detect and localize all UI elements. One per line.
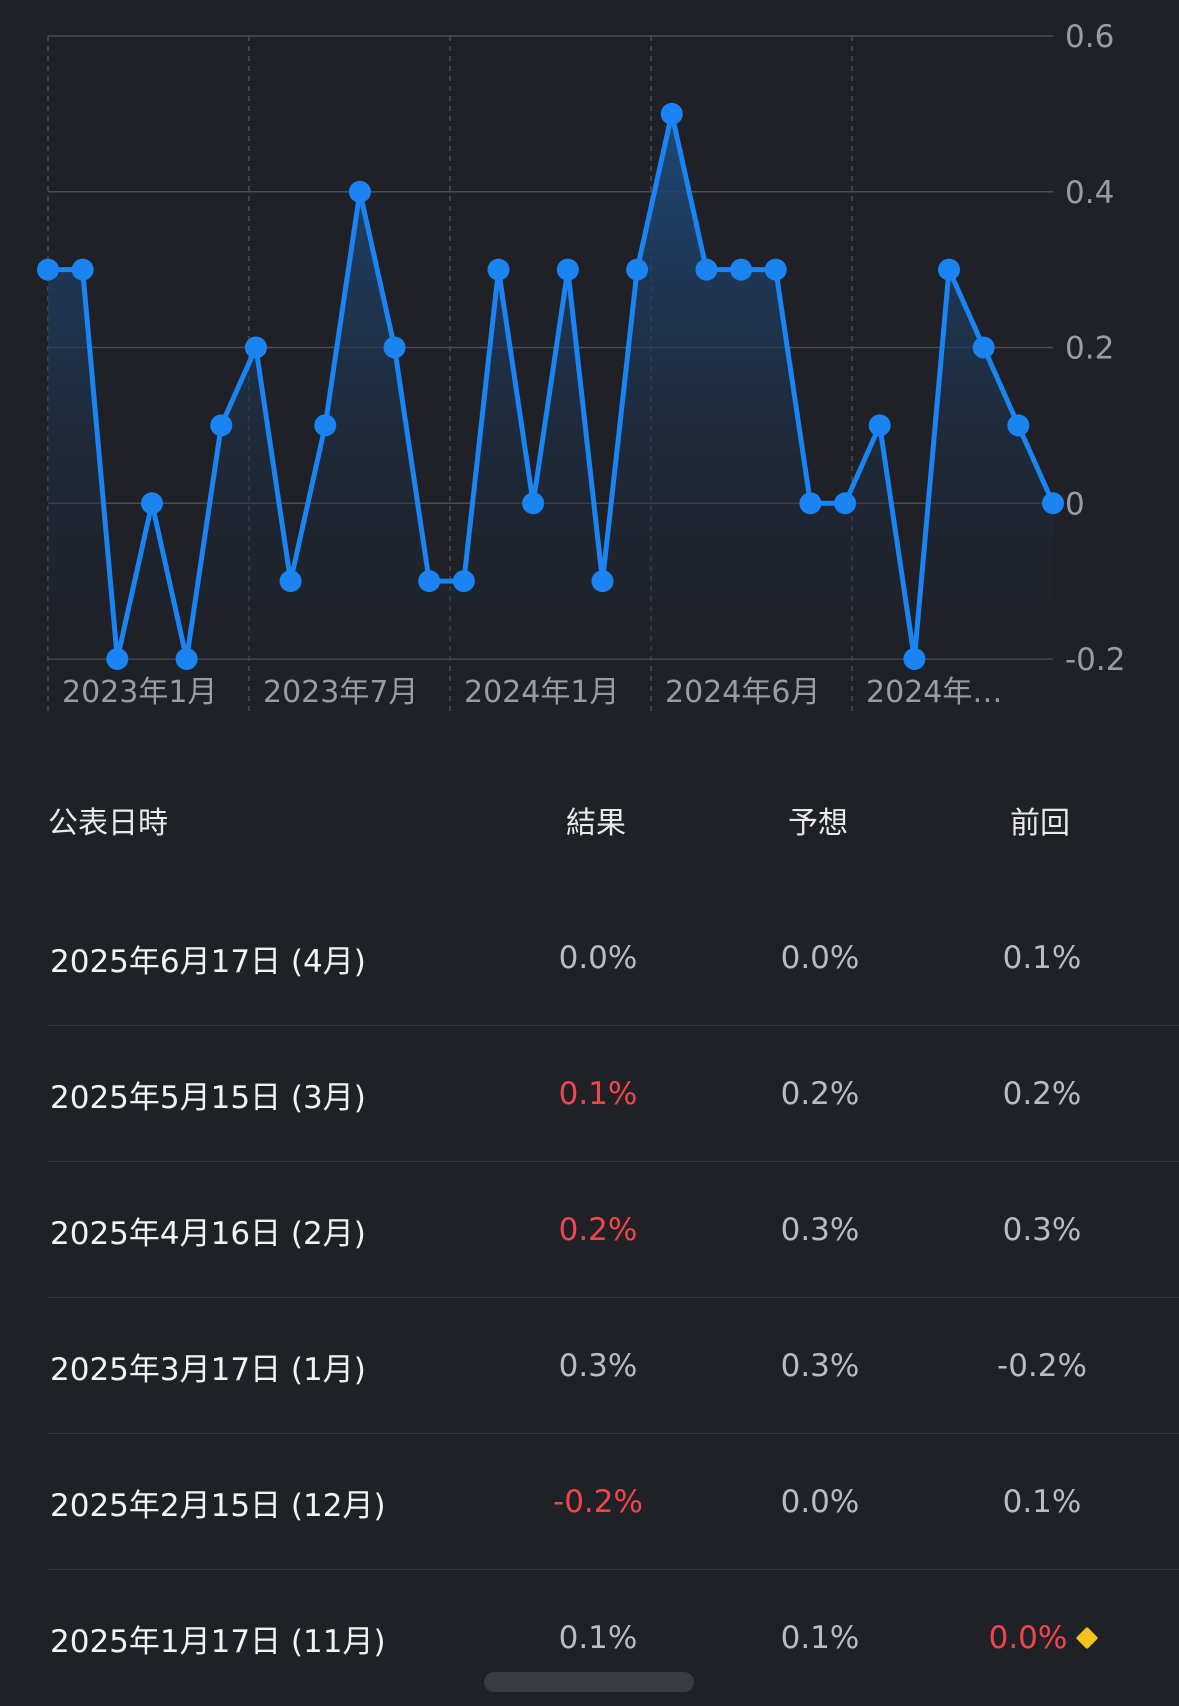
chart-point — [383, 336, 406, 359]
home-indicator[interactable] — [484, 1672, 694, 1692]
row-forecast: 0.0% — [780, 940, 860, 976]
table-row[interactable]: 2025年6月17日 (4月) 0.0% 0.0% 0.1% — [48, 890, 1179, 1026]
chart-points — [37, 102, 1064, 670]
chart-point — [175, 648, 198, 670]
row-result: -0.2% — [553, 1484, 643, 1520]
row-forecast: 0.2% — [780, 1076, 860, 1112]
x-axis-ticks: 2023年1月 2023年7月 2024年1月 2024年6月 2024年… — [62, 675, 1002, 710]
table-row[interactable]: 2025年4月16日 (2月) 0.2% 0.3% 0.3% — [48, 1162, 1179, 1298]
x-tick-label: 2024年1月 — [464, 675, 619, 710]
row-previous-cell: 0.0% — [932, 1570, 1152, 1706]
chart-point — [244, 336, 267, 359]
header-forecast: 予想 — [788, 806, 848, 841]
chart-point — [626, 258, 649, 281]
table-row[interactable]: 2025年2月15日 (12月) -0.2% 0.0% 0.1% — [48, 1434, 1179, 1570]
row-forecast: 0.3% — [780, 1348, 860, 1384]
header-result: 結果 — [566, 806, 626, 841]
y-tick-label: 0.4 — [1065, 175, 1114, 211]
y-tick-label: 0 — [1065, 486, 1085, 522]
y-tick-label: 0.2 — [1065, 331, 1114, 367]
chart-point — [140, 492, 163, 515]
row-divider — [48, 1297, 1179, 1298]
x-tick-label: 2024年… — [866, 675, 1002, 710]
row-result: 0.3% — [558, 1348, 638, 1384]
row-previous: 0.0% — [988, 1620, 1068, 1656]
row-date: 2025年4月16日 (2月) — [50, 1215, 366, 1252]
chart-point — [834, 492, 857, 515]
chart-point — [868, 414, 891, 437]
chart-point — [522, 492, 545, 515]
table-row[interactable]: 2025年3月17日 (1月) 0.3% 0.3% -0.2% — [48, 1298, 1179, 1434]
row-previous: 0.1% — [1002, 1484, 1082, 1520]
chart-point — [591, 570, 614, 593]
row-divider — [48, 1161, 1179, 1162]
chart-series-line — [48, 111, 1056, 662]
chart-point — [418, 570, 441, 593]
row-divider — [48, 1569, 1179, 1570]
row-result: 0.0% — [558, 940, 638, 976]
chart-point — [799, 492, 822, 515]
chart-point — [71, 258, 94, 281]
row-previous: 0.2% — [1002, 1076, 1082, 1112]
chart-point — [556, 258, 579, 281]
row-forecast: 0.0% — [780, 1484, 860, 1520]
chart-point — [903, 648, 926, 670]
chart-point — [1042, 492, 1064, 515]
row-date: 2025年1月17日 (11月) — [50, 1623, 386, 1660]
chart-point — [972, 336, 995, 359]
chart-point — [764, 258, 787, 281]
row-result: 0.2% — [558, 1212, 638, 1248]
row-date: 2025年5月15日 (3月) — [50, 1079, 366, 1116]
chart-point — [660, 102, 683, 125]
chart-point — [487, 258, 510, 281]
row-forecast: 0.3% — [780, 1212, 860, 1248]
y-tick-label: -0.2 — [1065, 642, 1126, 678]
chart-point — [348, 180, 371, 203]
y-axis-ticks: 0.6 0.4 0.2 0 -0.2 — [1065, 19, 1126, 678]
row-date: 2025年3月17日 (1月) — [50, 1351, 366, 1388]
row-previous: -0.2% — [997, 1348, 1087, 1384]
chart-point — [210, 414, 233, 437]
header-date: 公表日時 — [48, 806, 168, 841]
row-date: 2025年6月17日 (4月) — [50, 943, 366, 980]
chart-point — [37, 258, 59, 281]
chart-point — [106, 648, 129, 670]
row-previous: 0.3% — [1002, 1212, 1082, 1248]
row-date: 2025年2月15日 (12月) — [50, 1487, 386, 1524]
chart-point — [279, 570, 302, 593]
row-divider — [48, 1433, 1179, 1434]
diamond-icon[interactable] — [1076, 1626, 1099, 1650]
table-row[interactable]: 2025年5月15日 (3月) 0.1% 0.2% 0.2% — [48, 1026, 1179, 1162]
chart-point — [452, 570, 475, 593]
chart-point — [938, 258, 961, 281]
table-header: 公表日時 結果 予想 前回 — [0, 770, 1179, 890]
table-row[interactable]: 2025年1月17日 (11月) 0.1% 0.1% 0.0% — [48, 1570, 1179, 1706]
y-tick-label: 0.6 — [1065, 19, 1114, 55]
x-tick-label: 2023年1月 — [62, 675, 217, 710]
chart-point — [1007, 414, 1030, 437]
x-tick-label: 2023年7月 — [263, 675, 418, 710]
row-divider — [48, 1025, 1179, 1026]
chart-point — [695, 258, 718, 281]
row-result: 0.1% — [558, 1620, 638, 1656]
header-previous: 前回 — [1010, 806, 1070, 841]
chart-point — [314, 414, 337, 437]
x-tick-label: 2024年6月 — [665, 675, 820, 710]
chart-point — [730, 258, 753, 281]
row-previous: 0.1% — [1002, 940, 1082, 976]
price-chart[interactable]: 0.6 0.4 0.2 0 -0.2 2023年1月 2023年7月 2024年1月 2024… — [0, 0, 1179, 730]
row-result: 0.1% — [558, 1076, 638, 1112]
row-forecast: 0.1% — [780, 1620, 860, 1656]
